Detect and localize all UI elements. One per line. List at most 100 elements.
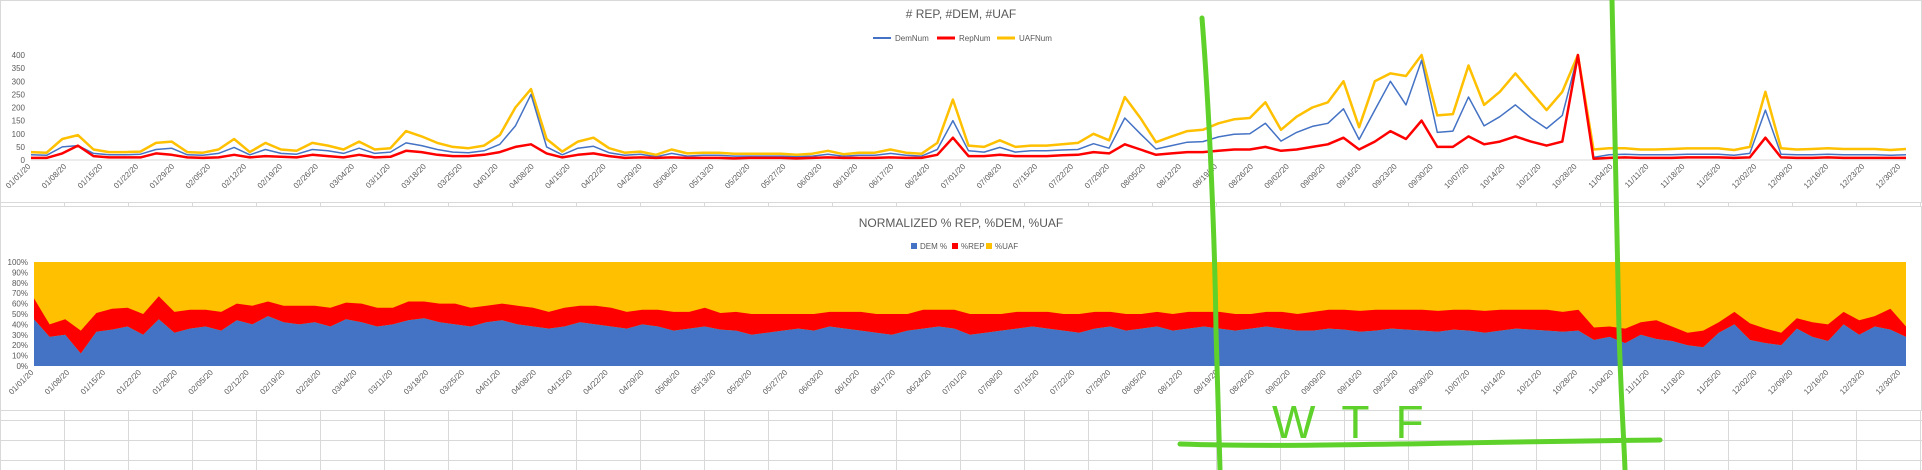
- x-tick-label: 05/27/20: [761, 368, 790, 397]
- y-tick-label: 20%: [12, 341, 28, 350]
- x-tick-label: 09/16/20: [1335, 368, 1364, 397]
- x-tick-label: 10/21/20: [1515, 368, 1544, 397]
- x-tick-label: 09/02/20: [1264, 368, 1293, 397]
- x-tick-label: 05/20/20: [723, 162, 752, 191]
- x-tick-label: 03/11/20: [364, 162, 392, 190]
- x-tick-label: 02/19/20: [256, 162, 285, 191]
- legend-uaf-label: UAFNum: [1019, 34, 1052, 43]
- x-tick-label: 11/25/20: [1695, 162, 1723, 190]
- x-tick-label: 07/15/20: [1011, 162, 1040, 191]
- x-tick-label: 10/21/20: [1514, 162, 1543, 191]
- x-tick-label: 06/24/20: [903, 162, 932, 191]
- x-tick-label: 03/25/20: [436, 162, 465, 191]
- x-tick-label: 01/29/20: [148, 162, 177, 191]
- x-tick-label: 04/29/20: [615, 162, 644, 191]
- x-tick-label: 04/08/20: [507, 162, 536, 191]
- chart-panel-counts[interactable]: # REP, #DEM, #UAF DemNum RepNum UAFNum 0…: [0, 0, 1922, 203]
- x-tick-label: 12/23/20: [1838, 162, 1867, 191]
- y-tick-label: 90%: [12, 268, 28, 277]
- y-tick-label: 250: [12, 90, 26, 99]
- y-tick-label: 200: [12, 104, 26, 113]
- y-tick-label: 50%: [12, 310, 28, 319]
- x-tick-label: 03/04/20: [328, 162, 357, 191]
- x-tick-label: 03/18/20: [402, 368, 431, 397]
- x-tick-label: 08/19/20: [1191, 162, 1220, 191]
- y-tick-label: 80%: [12, 279, 28, 288]
- x-tick-label: 01/15/20: [76, 162, 105, 191]
- x-tick-label: 02/12/20: [222, 368, 251, 397]
- x-tick-label: 01/22/20: [115, 368, 144, 397]
- x-tick-label: 12/30/20: [1874, 162, 1903, 191]
- y-tick-label: 30%: [12, 331, 28, 340]
- x-tick-label: 04/08/20: [510, 368, 539, 397]
- x-tick-label: 12/16/20: [1802, 368, 1831, 397]
- legend-rep-pct-label: %REP: [961, 242, 985, 251]
- x-tick-label: 04/22/20: [579, 162, 608, 191]
- x-tick-label: 09/09/20: [1299, 368, 1328, 397]
- x-tick-label: 02/05/20: [184, 162, 213, 191]
- x-tick-label: 07/29/20: [1083, 162, 1112, 191]
- x-tick-label: 04/15/20: [543, 162, 572, 191]
- x-tick-label: 11/04/20: [1587, 162, 1615, 190]
- x-tick-label: 09/30/20: [1407, 368, 1436, 397]
- legend-dem-pct-swatch: [911, 243, 917, 249]
- x-tick-label: 08/05/20: [1120, 368, 1149, 397]
- x-tick-label: 08/12/20: [1155, 162, 1184, 191]
- x-tick-label: 01/22/20: [112, 162, 141, 191]
- legend-dem-label: DemNum: [895, 34, 929, 43]
- chart-panel-normalized[interactable]: NORMALIZED % REP, %DEM, %UAF DEM % %REP …: [0, 206, 1922, 411]
- x-tick-label: 07/08/20: [976, 368, 1005, 397]
- y-tick-label: 100%: [8, 258, 28, 267]
- x-tick-label: 11/18/20: [1659, 368, 1687, 396]
- x-tick-label: 11/11/20: [1623, 368, 1651, 396]
- x-tick-label: 04/22/20: [581, 368, 610, 397]
- x-tick-label: 05/13/20: [687, 162, 716, 191]
- x-tick-label: 11/18/20: [1659, 162, 1687, 190]
- x-tick-label: 10/14/20: [1478, 162, 1507, 191]
- x-tick-label: 07/15/20: [1012, 368, 1041, 397]
- x-tick-label: 03/11/20: [366, 368, 394, 396]
- x-tick-label: 09/09/20: [1299, 162, 1328, 191]
- chart1-legend: DemNum RepNum UAFNum: [873, 34, 1052, 43]
- x-tick-label: 07/22/20: [1047, 162, 1076, 191]
- x-tick-label: 12/09/20: [1766, 162, 1795, 191]
- x-tick-label: 07/22/20: [1048, 368, 1077, 397]
- x-tick-label: 03/25/20: [438, 368, 467, 397]
- series-line-uafnum: [30, 53, 1907, 157]
- legend-dem-pct-label: DEM %: [920, 242, 947, 251]
- x-tick-label: 02/19/20: [258, 368, 287, 397]
- x-tick-label: 10/07/20: [1442, 162, 1471, 191]
- x-tick-label: 10/14/20: [1479, 368, 1508, 397]
- x-tick-label: 01/01/20: [4, 162, 33, 191]
- x-tick-label: 02/12/20: [220, 162, 249, 191]
- x-tick-label: 02/05/20: [187, 368, 216, 397]
- x-tick-label: 05/27/20: [759, 162, 788, 191]
- x-tick-label: 08/19/20: [1192, 368, 1221, 397]
- y-tick-label: 150: [12, 117, 26, 126]
- x-tick-label: 08/05/20: [1119, 162, 1148, 191]
- x-tick-label: 03/18/20: [400, 162, 429, 191]
- x-tick-label: 11/11/20: [1623, 162, 1651, 190]
- x-tick-label: 06/10/20: [833, 368, 862, 397]
- x-tick-label: 05/06/20: [653, 368, 682, 397]
- counts-line-chart: # REP, #DEM, #UAF DemNum RepNum UAFNum 0…: [4, 7, 1907, 191]
- x-tick-label: 06/03/20: [797, 368, 826, 397]
- x-tick-label: 06/17/20: [869, 368, 898, 397]
- x-tick-label: 07/01/20: [940, 368, 969, 397]
- x-tick-label: 04/01/20: [471, 162, 500, 191]
- normalized-area-chart: NORMALIZED % REP, %DEM, %UAF DEM % %REP …: [7, 216, 1906, 397]
- x-tick-label: 06/24/20: [905, 368, 934, 397]
- x-tick-label: 01/08/20: [43, 368, 72, 397]
- x-tick-label: 05/13/20: [689, 368, 718, 397]
- chart2-legend: DEM % %REP %UAF: [911, 242, 1018, 251]
- series-line-repnum: [31, 53, 1906, 160]
- y-tick-label: 350: [12, 64, 26, 73]
- x-tick-label: 07/01/20: [939, 162, 968, 191]
- x-tick-label: 06/17/20: [867, 162, 896, 191]
- x-tick-label: 10/28/20: [1551, 368, 1580, 397]
- x-tick-label: 04/01/20: [474, 368, 503, 397]
- x-tick-label: 08/12/20: [1156, 368, 1185, 397]
- x-tick-label: 11/04/20: [1587, 368, 1615, 396]
- x-tick-label: 09/23/20: [1370, 162, 1399, 191]
- x-tick-label: 10/07/20: [1443, 368, 1472, 397]
